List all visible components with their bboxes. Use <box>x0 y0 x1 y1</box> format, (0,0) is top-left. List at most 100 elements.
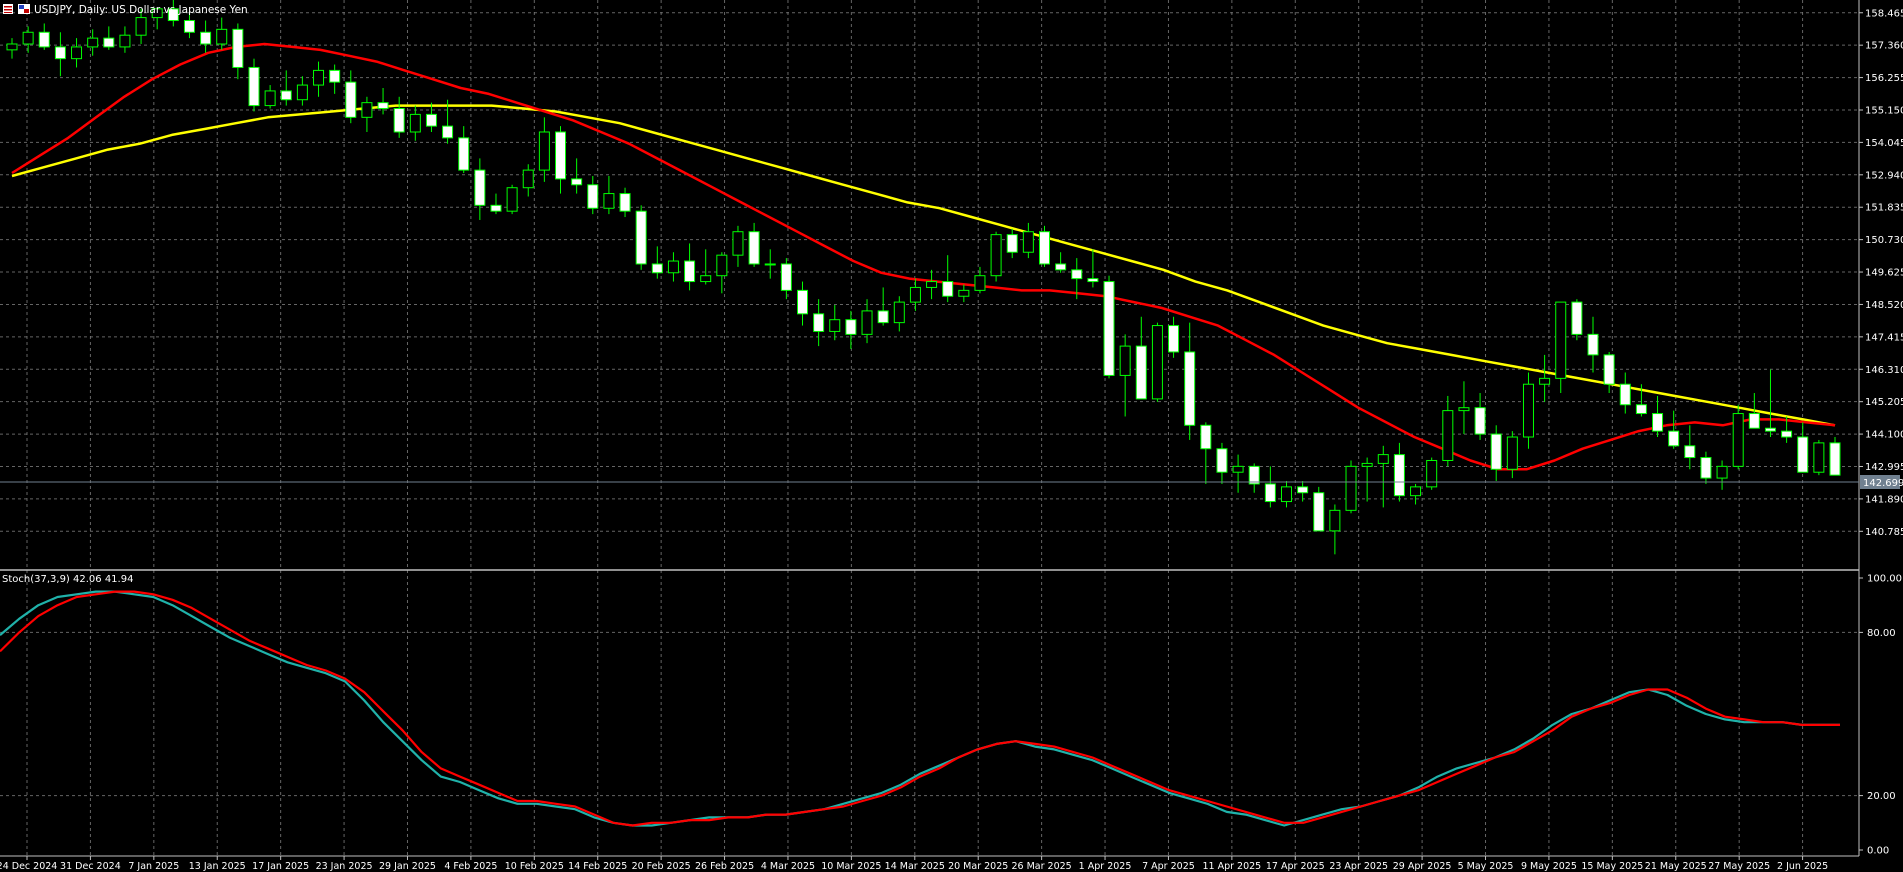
bull-candle <box>1022 231 1034 253</box>
bull-candle <box>1329 509 1341 532</box>
current-price-tag <box>1860 475 1900 489</box>
bull-candle <box>603 193 615 209</box>
price-axis: 158.465 157.360 156.255 155.150 154.045 152.9… <box>1859 8 1903 538</box>
bull-candle <box>958 289 970 297</box>
bear-candle <box>619 193 631 212</box>
bull-candle <box>151 8 163 19</box>
bear-candle <box>571 178 583 186</box>
bull-candle <box>764 263 776 266</box>
bull-candle <box>667 260 679 274</box>
price-tick-label: 157.360 <box>1865 41 1903 52</box>
bull-candle <box>1119 345 1131 376</box>
bear-candle <box>329 69 341 83</box>
time-tick-label: 27 May 2025 <box>1708 861 1770 872</box>
bear-candle <box>1684 445 1696 459</box>
bull-candle <box>264 90 276 107</box>
stoch-axis: 100.00 80.00 20.00 0.00 <box>1859 574 1902 857</box>
bear-candle <box>248 66 260 107</box>
bear-candle <box>345 81 357 118</box>
price-tick-label: 156.255 <box>1865 73 1903 84</box>
time-tick-label: 13 Jan 2025 <box>189 861 246 872</box>
time-tick-label: 26 Feb 2025 <box>695 861 754 872</box>
chart-menu-icon[interactable] <box>3 4 13 14</box>
bear-candle <box>1603 354 1615 385</box>
bull-candle <box>1506 436 1518 470</box>
bear-candle <box>1184 351 1196 426</box>
bear-candle <box>1635 404 1647 415</box>
price-tick-label: 150.730 <box>1865 235 1903 246</box>
bear-candle <box>1764 427 1776 432</box>
bear-candle <box>38 31 50 48</box>
bear-candle <box>780 263 792 291</box>
bear-candle <box>54 46 66 60</box>
bull-candle <box>1442 410 1454 461</box>
bear-candle <box>1071 269 1083 280</box>
bull-candle <box>716 254 728 277</box>
bull-candle <box>296 84 308 101</box>
time-axis: 24 Dec 2024 31 Dec 2024 7 Jan 2025 13 Jan 2… <box>0 856 1828 872</box>
price-tick-label: 146.310 <box>1865 365 1903 376</box>
stoch-main-line <box>0 590 1840 827</box>
bear-candle <box>1393 454 1405 497</box>
time-tick-label: 17 Apr 2025 <box>1266 861 1325 872</box>
price-tick-label: 148.520 <box>1865 300 1903 311</box>
bull-candle <box>22 31 34 45</box>
bear-candle <box>748 231 760 265</box>
bear-candle <box>232 28 244 68</box>
price-tick-label: 151.835 <box>1865 203 1903 214</box>
bear-candle <box>797 289 809 315</box>
bull-candle <box>1426 459 1438 488</box>
candles <box>6 0 1841 555</box>
bear-candle <box>474 169 486 206</box>
time-tick-label: 26 Mar 2025 <box>1012 861 1072 872</box>
stoch-lines <box>0 590 1840 827</box>
bull-candle <box>522 169 534 189</box>
bear-candle <box>1748 413 1760 429</box>
time-tick-label: 24 Dec 2024 <box>0 861 57 872</box>
stoch-tick-label: 100.00 <box>1867 574 1902 585</box>
bear-candle <box>442 125 454 139</box>
bear-candle <box>845 319 857 335</box>
bear-candle <box>1668 430 1680 447</box>
price-tick-label: 141.890 <box>1865 494 1903 505</box>
bull-candle <box>538 131 550 171</box>
bear-candle <box>393 108 405 133</box>
bull-candle <box>119 34 131 48</box>
bear-candle <box>377 102 389 110</box>
bull-candle <box>71 46 83 60</box>
bear-candle <box>1571 301 1583 335</box>
bear-candle <box>635 210 647 265</box>
time-tick-label: 20 Feb 2025 <box>632 861 691 872</box>
time-tick-label: 14 Mar 2025 <box>885 861 945 872</box>
time-tick-label: 7 Apr 2025 <box>1142 861 1195 872</box>
time-tick-label: 20 Mar 2025 <box>948 861 1008 872</box>
flag-icon[interactable] <box>18 4 30 14</box>
bull-candle <box>1410 486 1422 497</box>
price-tick-label: 147.415 <box>1865 332 1903 343</box>
bear-candle <box>280 90 292 101</box>
time-tick-label: 14 Feb 2025 <box>568 861 627 872</box>
time-tick-label: 5 May 2025 <box>1458 861 1514 872</box>
bull-candle <box>135 17 147 36</box>
bear-candle <box>1587 333 1599 356</box>
bull-candle <box>87 37 99 48</box>
chart-title: USDJPY, Daily: US Dollar vs Japanese Yen <box>34 4 248 16</box>
time-tick-label: 1 Apr 2025 <box>1079 861 1132 872</box>
bear-candle <box>1038 231 1050 265</box>
bull-candle <box>1716 465 1728 479</box>
bear-candle <box>425 113 437 127</box>
time-tick-label: 11 Apr 2025 <box>1202 861 1261 872</box>
time-tick-label: 21 May 2025 <box>1645 861 1707 872</box>
bear-candle <box>1700 457 1712 479</box>
price-tick-label: 154.045 <box>1865 138 1903 149</box>
bear-candle <box>1087 278 1099 283</box>
bear-candle <box>490 204 502 212</box>
bull-candle <box>409 113 421 133</box>
bear-candle <box>1829 442 1841 476</box>
bear-candle <box>1168 325 1180 353</box>
bear-candle <box>1619 383 1631 406</box>
time-tick-label: 10 Mar 2025 <box>821 861 881 872</box>
bull-candle <box>1345 465 1357 511</box>
